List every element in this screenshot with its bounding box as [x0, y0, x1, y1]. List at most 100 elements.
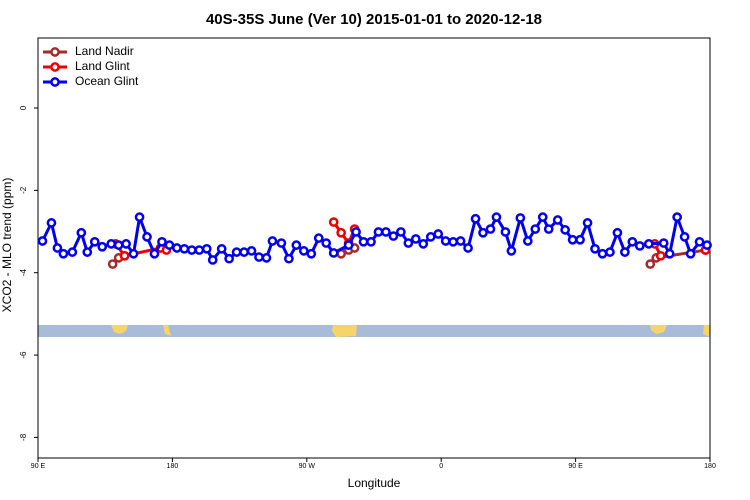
point — [425, 232, 436, 242]
point — [373, 227, 384, 237]
point — [500, 227, 511, 237]
point — [418, 239, 429, 249]
point — [612, 227, 623, 238]
point — [67, 247, 78, 257]
legend-label: Land Nadir — [75, 44, 134, 58]
point — [543, 224, 554, 234]
point — [336, 227, 346, 238]
legend-label: Land Glint — [75, 59, 130, 73]
point — [388, 231, 399, 241]
legend-marker — [50, 62, 60, 72]
legend-marker — [50, 47, 60, 57]
point — [597, 248, 608, 259]
point — [89, 236, 100, 247]
ocean-strip — [38, 325, 710, 337]
point — [284, 253, 294, 264]
land — [111, 325, 128, 334]
point — [106, 239, 117, 249]
point — [627, 236, 638, 247]
point — [267, 236, 278, 246]
point — [276, 238, 287, 248]
land — [650, 325, 667, 334]
point — [522, 236, 533, 246]
point — [643, 239, 654, 249]
point — [685, 248, 696, 259]
point — [343, 240, 354, 250]
x-tick-label: 0 — [439, 463, 443, 470]
point — [37, 236, 48, 246]
point — [463, 243, 473, 253]
point — [506, 246, 517, 256]
point — [76, 227, 87, 238]
point — [582, 218, 593, 228]
x-tick-label: 180 — [167, 463, 179, 470]
y-tick-label: -4 — [19, 269, 28, 277]
point — [655, 250, 666, 261]
point — [186, 245, 197, 255]
point — [157, 236, 167, 247]
point — [672, 212, 682, 222]
y-tick-label: -6 — [19, 351, 28, 359]
point — [164, 240, 175, 250]
point — [664, 248, 675, 259]
point — [328, 248, 339, 258]
point — [224, 253, 234, 264]
point — [658, 238, 669, 248]
point — [403, 238, 414, 248]
point — [410, 234, 421, 244]
point — [537, 212, 548, 222]
point — [605, 247, 615, 257]
point — [149, 248, 160, 259]
point — [231, 247, 242, 257]
point — [530, 224, 541, 234]
point — [142, 232, 152, 242]
y-tick-label: -8 — [19, 433, 28, 441]
point — [113, 240, 124, 250]
point — [396, 227, 406, 237]
point — [261, 253, 272, 263]
point — [321, 238, 332, 248]
map-strip — [38, 325, 710, 337]
point — [448, 236, 458, 247]
point — [567, 234, 578, 245]
point — [291, 240, 302, 250]
point — [52, 243, 63, 253]
point — [254, 252, 264, 262]
y-tick-label: -2 — [19, 186, 28, 194]
point — [246, 246, 257, 256]
point — [121, 239, 131, 249]
point — [358, 236, 369, 247]
point — [313, 233, 324, 243]
point — [515, 213, 526, 223]
point — [58, 248, 69, 259]
point — [560, 225, 570, 235]
point — [194, 245, 205, 255]
legend-marker — [50, 77, 60, 87]
y-tick-label: 0 — [19, 105, 28, 110]
point — [590, 243, 600, 254]
point — [328, 217, 339, 227]
point — [107, 259, 118, 269]
land — [703, 325, 710, 337]
point — [366, 236, 376, 247]
point — [645, 259, 656, 269]
point — [455, 236, 466, 246]
legend-label: Ocean Glint — [75, 74, 139, 88]
land — [332, 325, 357, 337]
point — [552, 215, 563, 225]
point — [381, 227, 391, 237]
point — [485, 224, 496, 234]
point — [470, 213, 481, 224]
x-tick-label: 90 E — [31, 463, 46, 470]
point — [298, 246, 309, 256]
point — [97, 241, 108, 252]
point — [351, 227, 361, 237]
point — [46, 218, 57, 228]
point — [491, 212, 502, 222]
point — [128, 248, 139, 259]
point — [433, 229, 444, 239]
point — [694, 236, 705, 247]
x-tick-label: 90 W — [299, 463, 316, 470]
chart-title: 40S-35S June (Ver 10) 2015-01-01 to 2020… — [206, 11, 542, 28]
